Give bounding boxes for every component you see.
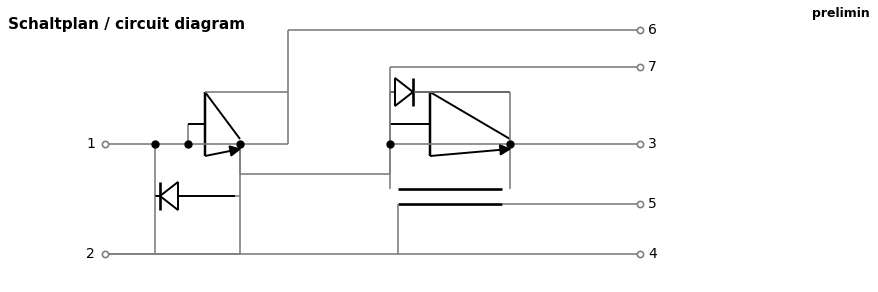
Polygon shape <box>394 78 413 106</box>
Text: 5: 5 <box>647 197 656 211</box>
Polygon shape <box>160 182 178 210</box>
Text: 7: 7 <box>647 60 656 74</box>
Polygon shape <box>499 145 509 155</box>
Polygon shape <box>229 146 240 156</box>
Text: 1: 1 <box>86 137 95 151</box>
Text: prelimin: prelimin <box>811 7 869 20</box>
Text: 3: 3 <box>647 137 656 151</box>
Text: Schaltplan / circuit diagram: Schaltplan / circuit diagram <box>8 17 245 32</box>
Text: 4: 4 <box>647 247 656 261</box>
Text: 2: 2 <box>86 247 95 261</box>
Text: 6: 6 <box>647 23 656 37</box>
